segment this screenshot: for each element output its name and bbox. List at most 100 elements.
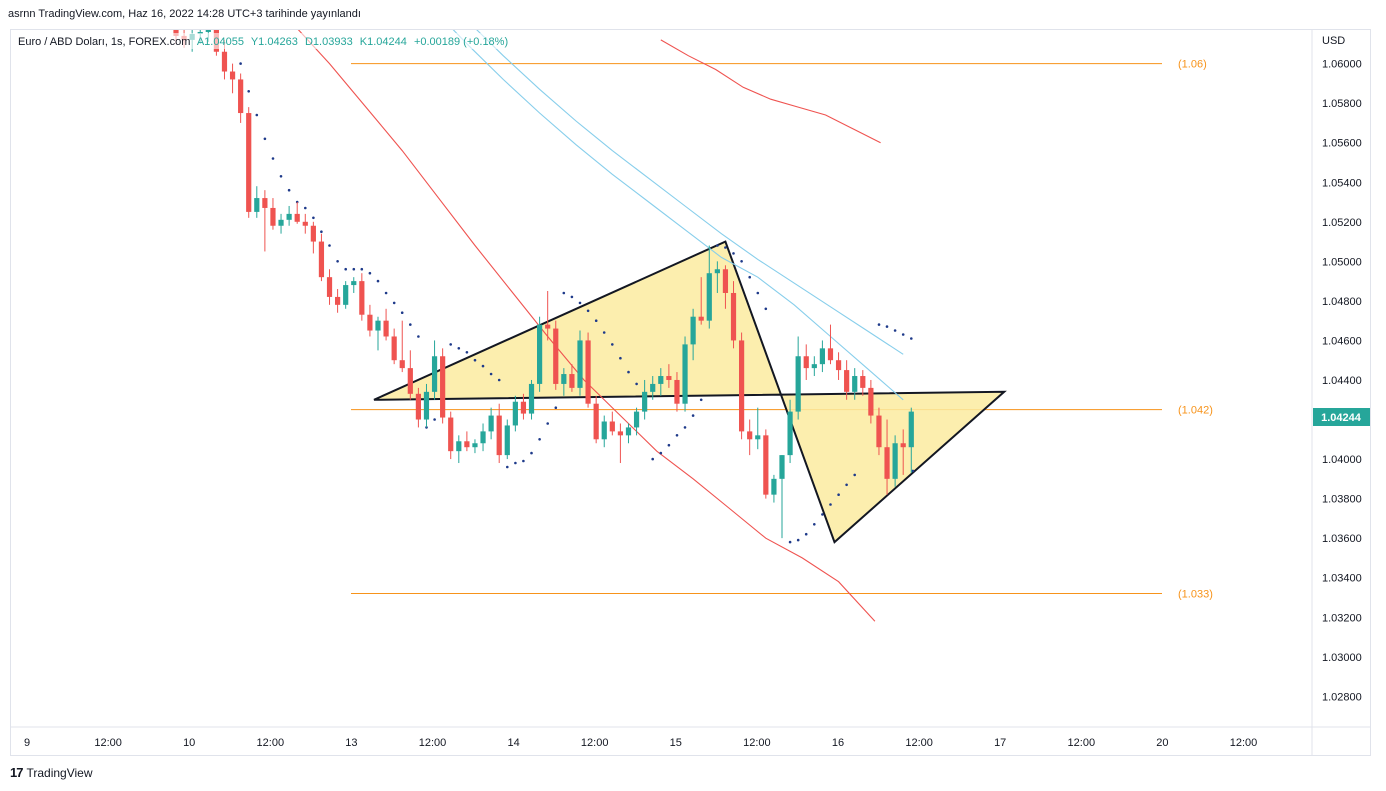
sar-dot-28 [465, 351, 469, 354]
candle-body [415, 393, 421, 420]
sar-dot-9 [312, 216, 315, 220]
time-tick-10: 16 [832, 737, 844, 749]
sar-dot-36 [530, 451, 533, 455]
publish-line: asrnn TradingView.com, Haz 16, 2022 14:2… [8, 8, 361, 20]
sar-dot-65 [788, 540, 792, 544]
time-axis[interactable]: 9 12:00 10 12:00 13 12:00 14 12:00 15 12:00 16 12:0… [24, 737, 1257, 749]
sar-dot-67 [804, 532, 808, 536]
candle-45 [537, 316, 543, 392]
candle-body [431, 356, 438, 392]
sar-dot-56 [691, 414, 695, 417]
time-tick-15: 12:00 [1230, 737, 1258, 749]
candle-body [302, 221, 308, 226]
price-chart[interactable]: (1.06) (1.042) (1.033) USD 1.06000 1.05800 1… [0, 0, 1386, 760]
price-axis[interactable]: USD 1.06000 1.05800 1.05600 1.05400 1.05200 1… [1322, 35, 1362, 703]
diamond-pattern [373, 240, 1007, 544]
sar-dot-14 [352, 267, 356, 271]
moving-averages [297, 30, 904, 622]
candle-21 [343, 281, 349, 309]
time-tick-2: 10 [183, 737, 195, 749]
candle-78 [803, 344, 809, 380]
candle-body [399, 360, 405, 369]
candle-body [528, 383, 535, 414]
sar-dot-59 [724, 246, 727, 249]
price-tick-14: 1.03200 [1322, 612, 1362, 624]
time-tick-12: 17 [994, 737, 1006, 749]
candle-body [908, 411, 914, 448]
brand-name: TradingView [26, 765, 93, 780]
candle-body [739, 340, 745, 432]
candle-body [601, 421, 607, 440]
candle-body [310, 225, 316, 242]
sar-dot-22 [417, 335, 420, 338]
candle-body [197, 31, 203, 34]
candle-body [747, 431, 753, 440]
candle-body [682, 344, 688, 404]
sar-dot-38 [546, 422, 549, 425]
candle-54 [609, 411, 615, 436]
sar-dot-19 [392, 301, 396, 305]
candle-body [359, 281, 365, 315]
candle-body [666, 376, 672, 380]
candle-35 [456, 435, 462, 464]
sar-dot-41 [570, 295, 574, 299]
sar-dot-43 [586, 309, 590, 313]
symbol-name: Euro / ABD Doları, 1s, FOREX.com [18, 36, 190, 48]
parabolic-sar [239, 62, 915, 544]
candle-body [254, 198, 260, 212]
candle-75 [779, 455, 785, 539]
sar-dot-4 [271, 157, 275, 160]
candle-body [900, 443, 906, 448]
sar-dot-35 [522, 459, 525, 463]
sar-dot-77 [901, 333, 905, 336]
candle-body [205, 30, 211, 32]
sar-dot-15 [360, 267, 364, 271]
candle-25 [375, 316, 381, 351]
candle-48 [561, 368, 567, 396]
candle-22 [351, 277, 357, 293]
candle-71 [747, 419, 753, 456]
price-tick-2: 1.05600 [1322, 138, 1362, 150]
candle-body [383, 320, 389, 337]
candle-72 [755, 407, 761, 450]
candle-91 [908, 407, 914, 473]
sar-dot-26 [449, 343, 453, 346]
candle-27 [391, 328, 397, 365]
candle-47 [553, 320, 559, 390]
candle-body [464, 441, 470, 448]
sar-dot-70 [829, 503, 832, 506]
candle-body [811, 364, 817, 369]
sar-dot-71 [837, 493, 840, 497]
brand-footer[interactable]: 17 TradingView [10, 765, 93, 780]
high-value: Y1.04263 [251, 36, 298, 48]
sar-dot-7 [295, 200, 299, 204]
price-tick-10: 1.04000 [1322, 454, 1362, 466]
diamond-pattern-layer [373, 240, 1007, 544]
candle-body [221, 51, 228, 72]
candle-66 [706, 245, 712, 329]
sar-dot-18 [384, 291, 388, 295]
candle-body [674, 379, 680, 404]
candle-11 [262, 190, 268, 252]
candle-body [326, 277, 333, 297]
sar-dot-16 [368, 271, 372, 275]
candle-36 [464, 431, 470, 452]
candle-body [238, 79, 244, 114]
sar-dot-68 [813, 523, 816, 526]
candle-41 [504, 419, 510, 460]
candle-51 [585, 332, 591, 408]
currency-label: USD [1322, 35, 1345, 47]
sar-dot-46 [611, 343, 614, 346]
candle-32 [431, 340, 438, 400]
ma-long-red-line [660, 39, 881, 144]
candle-10 [254, 186, 260, 218]
price-tick-6: 1.04800 [1322, 296, 1362, 308]
candle-20 [335, 289, 341, 313]
candle-body [577, 340, 583, 388]
sar-dot-32 [497, 378, 501, 382]
change-value: +0.00189 (+0.18%) [414, 36, 508, 48]
candle-body [351, 281, 357, 286]
candle-body [545, 324, 551, 329]
sar-dot-37 [538, 438, 541, 441]
candle-19 [326, 269, 333, 305]
